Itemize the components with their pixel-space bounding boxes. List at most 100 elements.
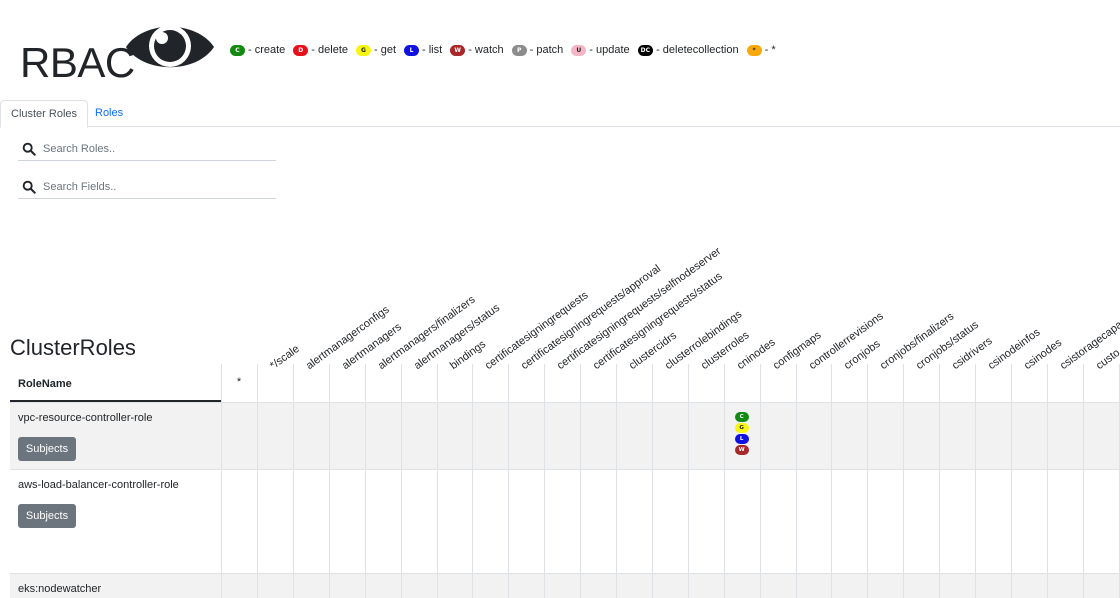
permission-badge: G	[356, 44, 371, 56]
column-header: cronjobs/status	[914, 318, 982, 372]
column-header: */scale	[267, 342, 302, 372]
column-divider	[1047, 364, 1048, 598]
column-header: alertmanagers/finalizers	[375, 293, 478, 372]
column-divider	[831, 364, 832, 598]
column-divider	[1083, 364, 1084, 598]
search-icon	[22, 142, 36, 156]
legend-label: - create	[248, 44, 286, 56]
column-header: custo	[1093, 346, 1120, 372]
legend-label: - list	[422, 44, 443, 56]
role-name: vpc-resource-controller-role	[18, 412, 153, 424]
column-header: alertmanagers	[339, 320, 404, 372]
legend-label: - delete	[311, 44, 348, 56]
column-divider	[939, 364, 940, 598]
subjects-button[interactable]: Subjects	[18, 437, 76, 461]
permission-badge: C	[230, 44, 245, 56]
table-row: eks:nodewatcher	[10, 573, 1120, 598]
subjects-button[interactable]: Subjects	[18, 504, 76, 528]
column-divider	[652, 364, 653, 598]
rolename-column-header: RoleName	[10, 364, 221, 402]
permission-badge: L	[734, 434, 749, 444]
legend-label: - get	[374, 44, 397, 56]
column-divider	[724, 364, 725, 598]
legend-item: W- watch	[450, 44, 504, 56]
legend-label: - *	[764, 44, 776, 56]
search-roles-field	[18, 137, 276, 161]
eye-icon	[126, 25, 214, 68]
column-divider	[293, 364, 294, 598]
legend-item: * - *	[746, 44, 776, 56]
column-divider	[257, 364, 258, 598]
legend-label: - watch	[468, 44, 504, 56]
column-divider	[329, 364, 330, 598]
column-divider	[760, 364, 761, 598]
tab-roles[interactable]: Roles	[95, 107, 124, 119]
permission-badge: G	[734, 423, 749, 433]
column-header: csidrivers	[950, 334, 995, 372]
column-header: certificatesigningrequests	[483, 289, 591, 372]
column-divider	[472, 364, 473, 598]
permission-badge: P	[511, 44, 527, 56]
permission-badge: C	[734, 412, 749, 422]
column-divider	[1011, 364, 1012, 598]
column-header: alertmanagerconfigs	[303, 303, 392, 372]
legend-item: L- list	[404, 44, 442, 56]
permission-badge: U	[571, 44, 587, 56]
column-divider	[221, 364, 222, 598]
permission-badge: D	[293, 44, 309, 56]
search-fields-field	[18, 175, 276, 199]
legend-item: DC - deletecollection	[637, 44, 739, 56]
permission-legend: C- create D - delete G - get L - list W - watch P…	[230, 43, 784, 57]
column-divider	[616, 364, 617, 598]
column-header: csinodes	[1021, 336, 1065, 372]
column-header: csinodeinfos	[985, 326, 1043, 372]
app-title: RBAC	[20, 39, 135, 86]
role-name: aws-load-balancer-controller-role	[18, 479, 179, 491]
legend-label: - patch	[529, 44, 564, 56]
column-divider	[544, 364, 545, 598]
column-divider	[688, 364, 689, 598]
search-roles-input[interactable]	[43, 142, 263, 155]
column-divider	[903, 364, 904, 598]
legend-item: P- patch	[511, 44, 564, 56]
legend-label: - deletecollection	[656, 44, 739, 56]
column-divider	[580, 364, 581, 598]
column-divider	[401, 364, 402, 598]
search-fields-input[interactable]	[43, 180, 263, 193]
section-title: ClusterRoles	[10, 335, 136, 360]
legend-item: U- update	[571, 44, 630, 56]
tab-cluster-roles[interactable]: Cluster Roles	[0, 100, 89, 128]
column-divider	[437, 364, 438, 598]
column-header: bindings	[447, 338, 488, 372]
column-header: cronjobs	[842, 337, 884, 372]
table-row: vpc-resource-controller-role Subjects C G L W	[10, 402, 1120, 469]
legend-item: G- get	[356, 44, 396, 56]
column-divider	[365, 364, 366, 598]
permission-badge: DC	[637, 44, 654, 56]
column-header: clusterroles	[698, 329, 752, 372]
column-divider	[975, 364, 976, 598]
column-header: cninodes	[734, 336, 778, 372]
table-row: aws-load-balancer-controller-role Subject…	[10, 469, 1120, 573]
column-header: certificatesigningrequests/status	[591, 270, 725, 372]
permission-badge: W	[450, 44, 466, 56]
permission-badge: W	[734, 445, 749, 455]
column-header: controllerrevisions	[806, 310, 886, 372]
column-divider	[796, 364, 797, 598]
role-name: eks:nodewatcher	[18, 583, 102, 595]
search-icon	[22, 180, 36, 194]
permission-badge: *	[746, 44, 762, 56]
column-header: alertmanagers/status	[411, 301, 502, 372]
star-column-header: *	[236, 376, 242, 388]
column-header: certificatesigningrequests/selfnodeserve…	[555, 245, 724, 372]
legend-item: D- delete	[293, 44, 348, 56]
legend-label: - update	[589, 44, 630, 56]
column-header: cronjobs/finalizers	[878, 310, 957, 372]
column-divider	[867, 364, 868, 598]
column-header: clusterrolebindings	[662, 308, 745, 372]
legend-item: C- create	[230, 44, 285, 56]
column-header: csistoragecapa	[1057, 318, 1120, 372]
column-header: certificatesigningrequests/approval	[519, 262, 664, 372]
permission-badge: L	[404, 44, 420, 56]
